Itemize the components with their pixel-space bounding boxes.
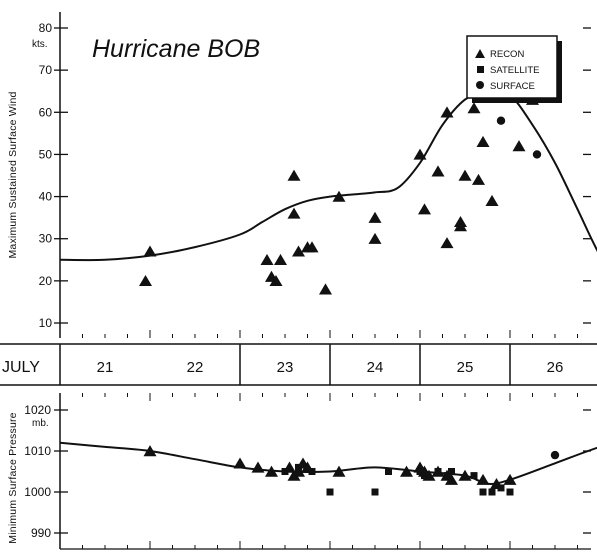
wind-best-track-line	[59, 89, 597, 262]
pressure-unit-label: mb.	[32, 418, 49, 429]
wind-recon-point	[319, 283, 332, 295]
wind-recon-point	[287, 207, 301, 219]
wind-unit-label: kts.	[32, 39, 48, 50]
pressure-recon-point	[476, 473, 490, 485]
day-label: 23	[277, 359, 294, 376]
pressure-satellite-point	[295, 463, 302, 471]
legend-label-recon: RECON	[490, 49, 524, 60]
pressure-y-tick-label: 990	[31, 526, 51, 540]
wind-y-tick-label: 60	[39, 105, 53, 119]
wind-recon-point	[139, 275, 152, 287]
pressure-recon-point	[445, 473, 458, 485]
pressure-y-axis-title: Minimum Surface Pressure	[7, 412, 19, 543]
wind-recon-point	[305, 241, 319, 253]
pressure-y-tick-label: 1000	[24, 485, 51, 499]
pressure-satellite-point	[281, 468, 289, 475]
wind-recon-point	[287, 169, 301, 181]
wind-recon-point	[368, 232, 382, 244]
wind-recon-point	[143, 245, 157, 257]
pressure-recon-point	[400, 465, 413, 477]
pressure-surface-point	[550, 450, 560, 460]
date-axis-strip: JULY 21 22 23 24 25 26	[0, 343, 597, 386]
legend-label-surface: SURFACE	[490, 81, 535, 92]
pressure-satellite-point	[434, 468, 442, 475]
pressure-panel: 990 1000 1010 1020	[24, 393, 597, 550]
legend-square-marker	[477, 66, 484, 73]
pressure-y-tick-label: 1010	[24, 444, 51, 458]
wind-recon-point	[440, 237, 454, 249]
wind-recon-point	[472, 173, 485, 185]
pressure-best-track-line	[59, 441, 597, 485]
wind-recon-point	[476, 135, 490, 147]
wind-recon-point	[269, 275, 283, 287]
wind-recon-point	[274, 253, 287, 265]
pressure-satellite-point	[326, 488, 334, 496]
pressure-satellite-point	[506, 488, 514, 496]
pressure-recon-point	[251, 461, 265, 473]
day-label: 21	[97, 359, 114, 376]
pressure-recon-point	[265, 465, 278, 477]
wind-y-axis-title: Maximum Sustained Surface Wind	[7, 91, 19, 258]
wind-y-tick-label: 40	[39, 190, 53, 204]
pressure-satellite-point	[308, 468, 316, 475]
wind-recon-point	[440, 106, 454, 118]
day-label: 22	[187, 359, 204, 376]
pressure-satellite-point	[371, 488, 379, 496]
pressure-satellite-point	[421, 472, 428, 480]
wind-y-tick-label: 20	[39, 274, 53, 288]
wind-recon-point	[485, 194, 499, 206]
pressure-satellite-point	[497, 484, 505, 492]
legend-triangle-marker	[475, 49, 485, 58]
wind-y-tick-label: 10	[39, 316, 53, 330]
legend: RECON SATELLITE SURFACE	[466, 35, 562, 103]
wind-recon-point	[458, 169, 472, 181]
pressure-satellite-point	[416, 468, 424, 475]
pressure-recon-point	[458, 469, 472, 481]
wind-surface-point	[496, 116, 506, 125]
legend-label-satellite: SATELLITE	[490, 65, 539, 76]
month-label: JULY	[2, 359, 40, 376]
legend-circle-marker	[476, 81, 484, 89]
chart-title: Hurricane BOB	[92, 35, 260, 63]
wind-y-tick-label: 70	[39, 63, 53, 77]
wind-recon-point	[368, 211, 382, 223]
wind-recon-point	[260, 253, 274, 265]
wind-recon-point	[431, 165, 445, 177]
day-label: 24	[367, 359, 384, 376]
day-label: 26	[547, 359, 564, 376]
pressure-recon-point	[503, 473, 517, 485]
wind-surface-point	[532, 150, 542, 159]
pressure-recon-point	[292, 465, 305, 477]
pressure-satellite-point	[385, 468, 392, 475]
pressure-satellite-point	[448, 468, 455, 475]
pressure-satellite-point	[488, 488, 496, 496]
wind-recon-point	[413, 148, 427, 160]
wind-recon-point	[292, 245, 305, 257]
wind-y-tick-label: 50	[39, 147, 53, 161]
wind-y-tick-label: 30	[39, 232, 53, 246]
pressure-satellite-point	[470, 472, 478, 480]
wind-recon-point	[332, 190, 346, 202]
wind-recon-point	[512, 140, 526, 152]
wind-recon-point	[454, 216, 467, 228]
wind-panel: 10 20 30 40 50 60 70 80	[39, 12, 597, 338]
day-label: 25	[457, 359, 474, 376]
pressure-satellite-point	[443, 472, 451, 480]
pressure-recon-point	[143, 445, 157, 457]
wind-recon-point	[467, 102, 481, 114]
pressure-satellite-point	[479, 488, 487, 496]
wind-recon-point	[418, 203, 431, 215]
pressure-recon-point	[233, 457, 247, 469]
pressure-recon-point	[332, 465, 346, 477]
wind-y-tick-label: 80	[39, 21, 53, 35]
pressure-y-tick-label: 1020	[24, 403, 51, 417]
